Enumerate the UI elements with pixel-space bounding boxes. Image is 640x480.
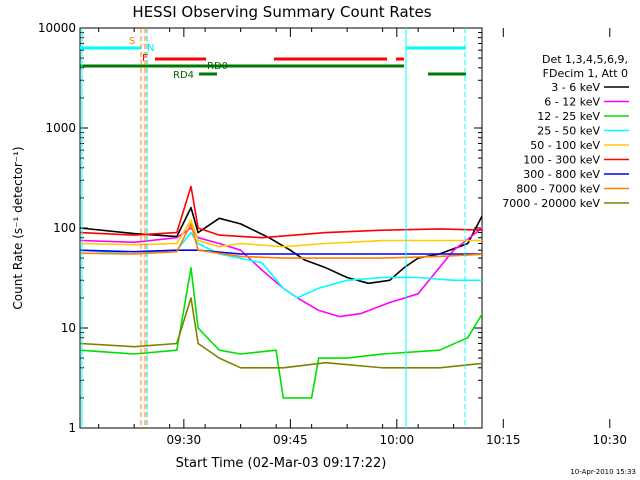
y-tick-label: 100 xyxy=(53,221,76,235)
series-line-100-300-kev xyxy=(80,185,482,239)
series-line-12-25-kev xyxy=(80,266,482,399)
flag-label-rd4: RD4 xyxy=(173,70,194,81)
x-tick-label: 10:00 xyxy=(380,433,415,447)
legend-label: 6 - 12 keV xyxy=(544,96,600,109)
legend-label: 12 - 25 keV xyxy=(537,110,600,123)
legend-label: 50 - 100 keV xyxy=(530,139,600,152)
y-tick-label: 10 xyxy=(61,321,76,335)
y-axis: 1 10 100 1000 10000 xyxy=(38,21,482,435)
legend-label: 100 - 300 keV xyxy=(523,154,600,167)
legend-header-2: FDecim 1, Att 0 xyxy=(543,67,628,80)
series-line-300-800-kev xyxy=(80,249,482,255)
series-line-25-50-kev xyxy=(80,231,482,299)
flag-label-s: S xyxy=(129,36,135,47)
series-line-6-12-kev xyxy=(80,225,482,318)
x-tick-label: 10:30 xyxy=(592,433,627,447)
legend-label: 3 - 6 keV xyxy=(551,81,600,94)
legend-label: 800 - 7000 keV xyxy=(516,183,600,196)
legend: Det 1,3,4,5,6,9, FDecim 1, Att 0 3 - 6 k… xyxy=(502,53,629,210)
x-tick-label: 09:45 xyxy=(273,433,308,447)
flag-markers xyxy=(80,28,466,428)
series-group xyxy=(80,185,482,399)
legend-label: 25 - 50 keV xyxy=(537,125,600,138)
x-tick-label: 09:30 xyxy=(167,433,202,447)
y-tick-label: 10000 xyxy=(38,21,76,35)
series-line-50-100-kev xyxy=(80,219,482,248)
x-axis-label: Start Time (02-Mar-03 09:17:22) xyxy=(176,456,387,471)
flag-label-rd0: RD0 xyxy=(207,61,228,72)
legend-header-1: Det 1,3,4,5,6,9, xyxy=(542,53,628,66)
y-tick-label: 1 xyxy=(68,421,76,435)
x-tick-label: 10:15 xyxy=(486,433,521,447)
series-line-800-7000-kev xyxy=(80,223,482,259)
series-line-7000-20000-kev xyxy=(80,297,482,369)
footer-date: 10-Apr-2010 15:33 xyxy=(570,468,636,476)
chart-title: HESSI Observing Summary Count Rates xyxy=(132,3,431,21)
legend-label: 300 - 800 keV xyxy=(523,168,600,181)
flag-label-f: F xyxy=(142,53,148,64)
series-line-3-6-kev xyxy=(80,206,482,285)
legend-label: 7000 - 20000 keV xyxy=(502,197,600,210)
y-axis-label: Count Rate (s⁻¹ detector⁻¹) xyxy=(11,146,25,309)
y-tick-label: 1000 xyxy=(45,121,76,135)
flag-label-n: N xyxy=(147,43,154,54)
